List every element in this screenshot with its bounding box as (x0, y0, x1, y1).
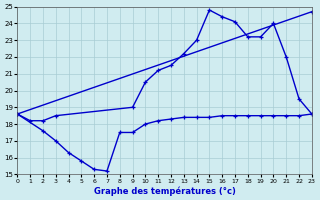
X-axis label: Graphe des températures (°c): Graphe des températures (°c) (94, 186, 236, 196)
